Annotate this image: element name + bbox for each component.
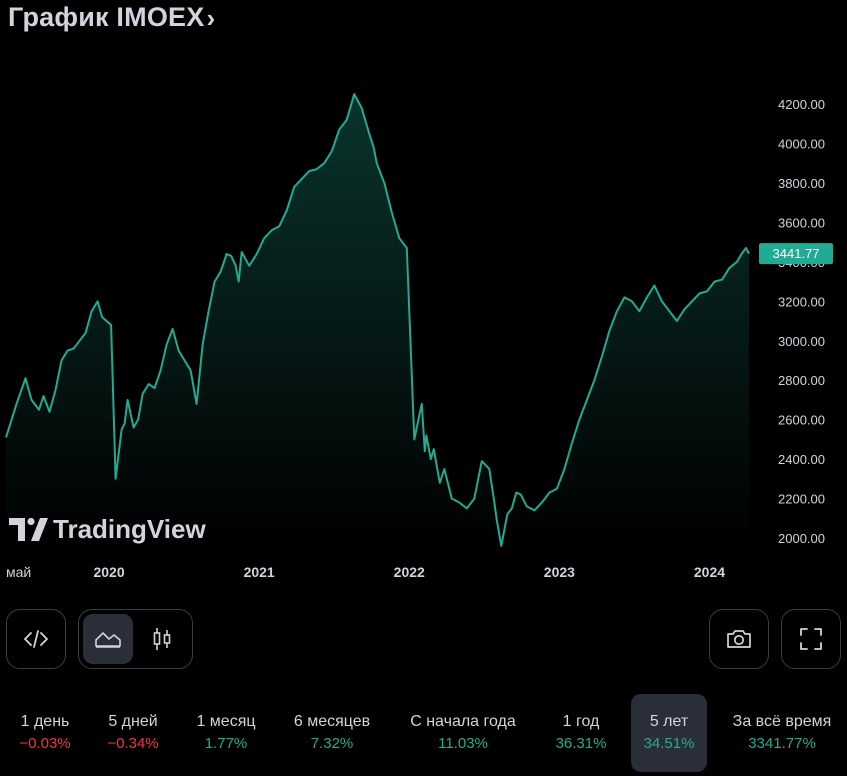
y-tick-label: 2200.00	[778, 492, 825, 507]
y-tick-label: 4000.00	[778, 137, 825, 152]
range-label: 1 месяц	[196, 713, 256, 730]
range-1-year[interactable]: 1 год 36.31%	[540, 694, 622, 772]
y-tick-label: 3600.00	[778, 215, 825, 230]
range-ytd[interactable]: С начала года 11.03%	[398, 694, 528, 772]
x-tick-label: май	[6, 564, 31, 580]
range-change: −0.34%	[107, 735, 159, 752]
y-tick-label: 3200.00	[778, 294, 825, 309]
range-change: 1.77%	[204, 735, 248, 752]
range-5-days[interactable]: 5 дней −0.34%	[92, 694, 174, 772]
range-change: 7.32%	[310, 735, 354, 752]
fullscreen-icon	[800, 628, 822, 650]
chart-type-toggle	[78, 609, 193, 669]
embed-code-button[interactable]	[6, 609, 66, 669]
y-tick-label: 2800.00	[778, 373, 825, 388]
x-tick-label: 2020	[93, 564, 124, 580]
price-chart[interactable]: 2000.00 2200.00 2400.00 2600.00 2800.00 3000.…	[0, 0, 847, 600]
x-tick-label: 2021	[244, 564, 275, 580]
range-change: 36.31%	[555, 735, 607, 752]
range-label: За всё время	[732, 713, 832, 730]
range-change: 34.51%	[643, 735, 695, 752]
range-label: 5 дней	[108, 713, 158, 730]
candles-button[interactable]	[137, 614, 187, 664]
candlestick-icon	[153, 628, 171, 650]
watermark-text: TradingView	[53, 514, 206, 544]
x-axis: май 2020 2021 2022 2023 2024	[6, 564, 725, 580]
y-tick-label: 3800.00	[778, 176, 825, 191]
last-price-tag: 3441.77	[759, 243, 833, 265]
y-tick-label: 3000.00	[778, 334, 825, 349]
range-1-month[interactable]: 1 месяц 1.77%	[183, 694, 269, 772]
range-label: 1 день	[20, 713, 70, 730]
x-tick-label: 2022	[394, 564, 425, 580]
y-axis: 2000.00 2200.00 2400.00 2600.00 2800.00 3000.…	[778, 97, 825, 546]
y-tick-label: 4200.00	[778, 97, 825, 112]
area-chart-icon	[95, 632, 121, 648]
y-tick-label: 2600.00	[778, 413, 825, 428]
fullscreen-button[interactable]	[781, 609, 841, 669]
chevron-right-icon: ›	[206, 3, 216, 33]
range-label: 1 год	[562, 713, 600, 730]
range-all-time[interactable]: За всё время 3341.77%	[720, 694, 844, 772]
camera-icon	[727, 630, 751, 648]
range-label: С начала года	[410, 713, 516, 730]
range-change: 11.03%	[438, 735, 488, 752]
range-selector: 1 день −0.03% 5 дней −0.34% 1 месяц 1.77…	[0, 694, 847, 772]
area-chart-button[interactable]	[83, 614, 133, 664]
last-price-label: 3441.77	[773, 246, 820, 261]
range-1-day[interactable]: 1 день −0.03%	[6, 694, 84, 772]
range-5-years[interactable]: 5 лет 34.51%	[631, 694, 707, 772]
x-tick-label: 2023	[544, 564, 575, 580]
page-title[interactable]: График IMOEX ›	[8, 2, 215, 33]
tradingview-watermark[interactable]: TradingView	[9, 514, 206, 544]
range-change: −0.03%	[19, 735, 71, 752]
x-tick-label: 2024	[694, 564, 725, 580]
tradingview-logo-icon	[9, 517, 48, 541]
y-tick-label: 2000.00	[778, 531, 825, 546]
snapshot-button[interactable]	[709, 609, 769, 669]
range-label: 5 лет	[649, 713, 689, 730]
price-series-line	[5, 93, 750, 547]
code-embed-icon	[24, 630, 48, 648]
price-area-fill	[6, 94, 749, 552]
range-change: 3341.77%	[748, 735, 816, 752]
range-label: 6 месяцев	[293, 713, 371, 730]
range-6-months[interactable]: 6 месяцев 7.32%	[278, 694, 386, 772]
title-text: График IMOEX	[8, 2, 205, 32]
y-tick-label: 2400.00	[778, 452, 825, 467]
